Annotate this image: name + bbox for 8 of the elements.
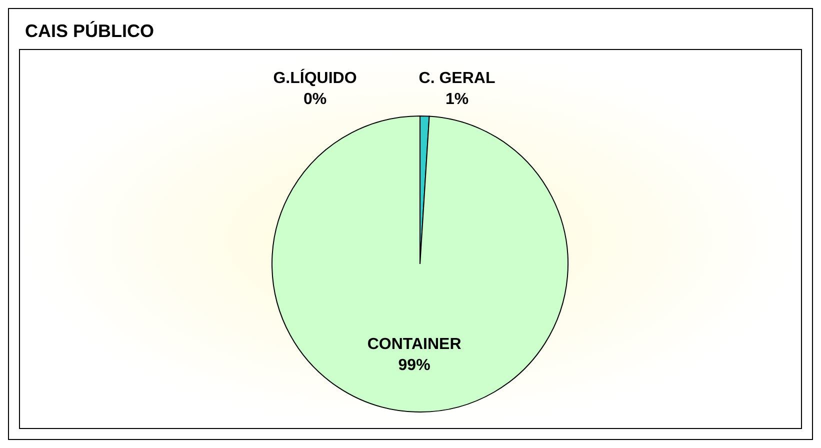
slice-label: C. GERAL xyxy=(418,70,496,87)
data-label: 99% xyxy=(398,356,430,374)
text: CAIS PÚBLICO xyxy=(25,21,154,42)
data-label: 1% xyxy=(445,90,469,108)
slice-label: CONTAINER xyxy=(367,336,462,353)
category-label: G.LÍQUIDO xyxy=(273,70,357,87)
pie-slice xyxy=(272,116,568,412)
text: 0% xyxy=(303,90,327,108)
